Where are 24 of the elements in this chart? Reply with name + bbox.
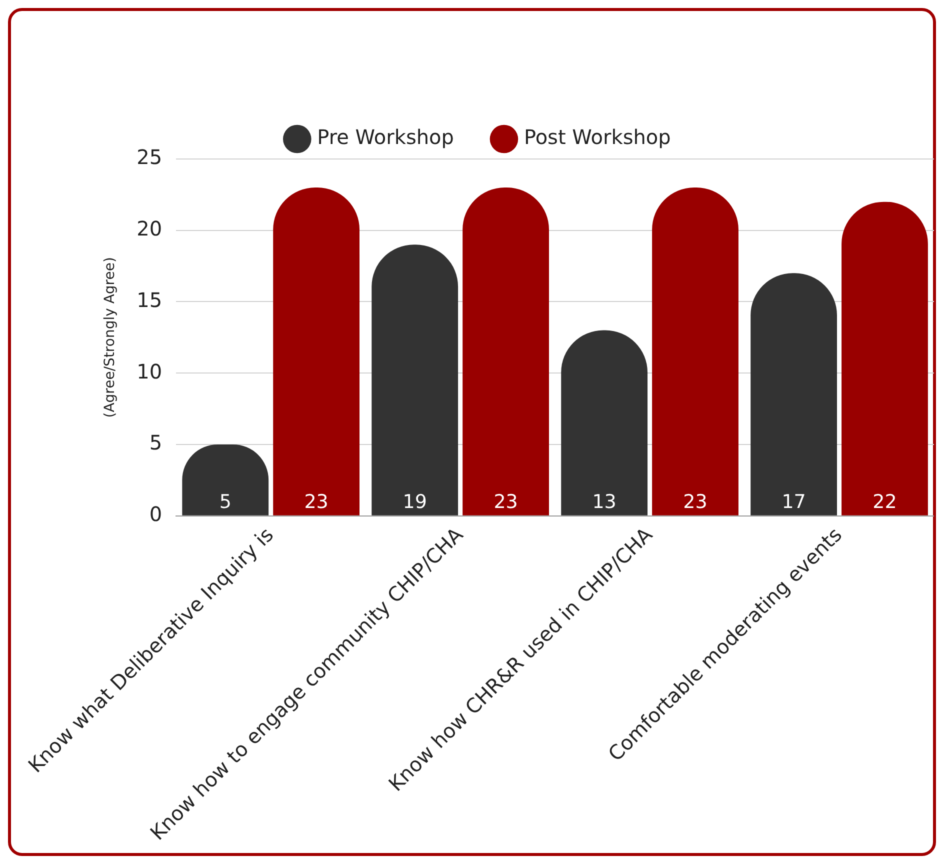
y-tick-label: 5 [149,430,162,455]
legend-label: Pre Workshop [317,125,454,150]
bar [561,330,648,516]
legend-label: Post Workshop [524,125,671,150]
data-label: 5 [219,490,232,513]
data-label: 22 [872,490,897,513]
y-tick-label: 0 [149,502,162,526]
y-tick-label: 25 [136,145,162,170]
bar [652,188,738,516]
y-axis-title: (Agree/Strongly Agree) [102,257,118,418]
data-label: 23 [494,490,518,513]
data-label: 23 [683,490,708,513]
data-label: 23 [304,490,328,513]
data-label: 19 [402,490,427,513]
data-label: 13 [592,490,616,513]
y-tick-label: 20 [136,216,162,241]
y-tick-label: 15 [136,288,162,312]
bar [462,188,549,516]
data-label: 17 [782,490,806,513]
bar [372,244,458,516]
y-tick-label: 10 [136,359,162,384]
bar [750,273,837,516]
bar [273,188,360,516]
bar [842,202,928,516]
